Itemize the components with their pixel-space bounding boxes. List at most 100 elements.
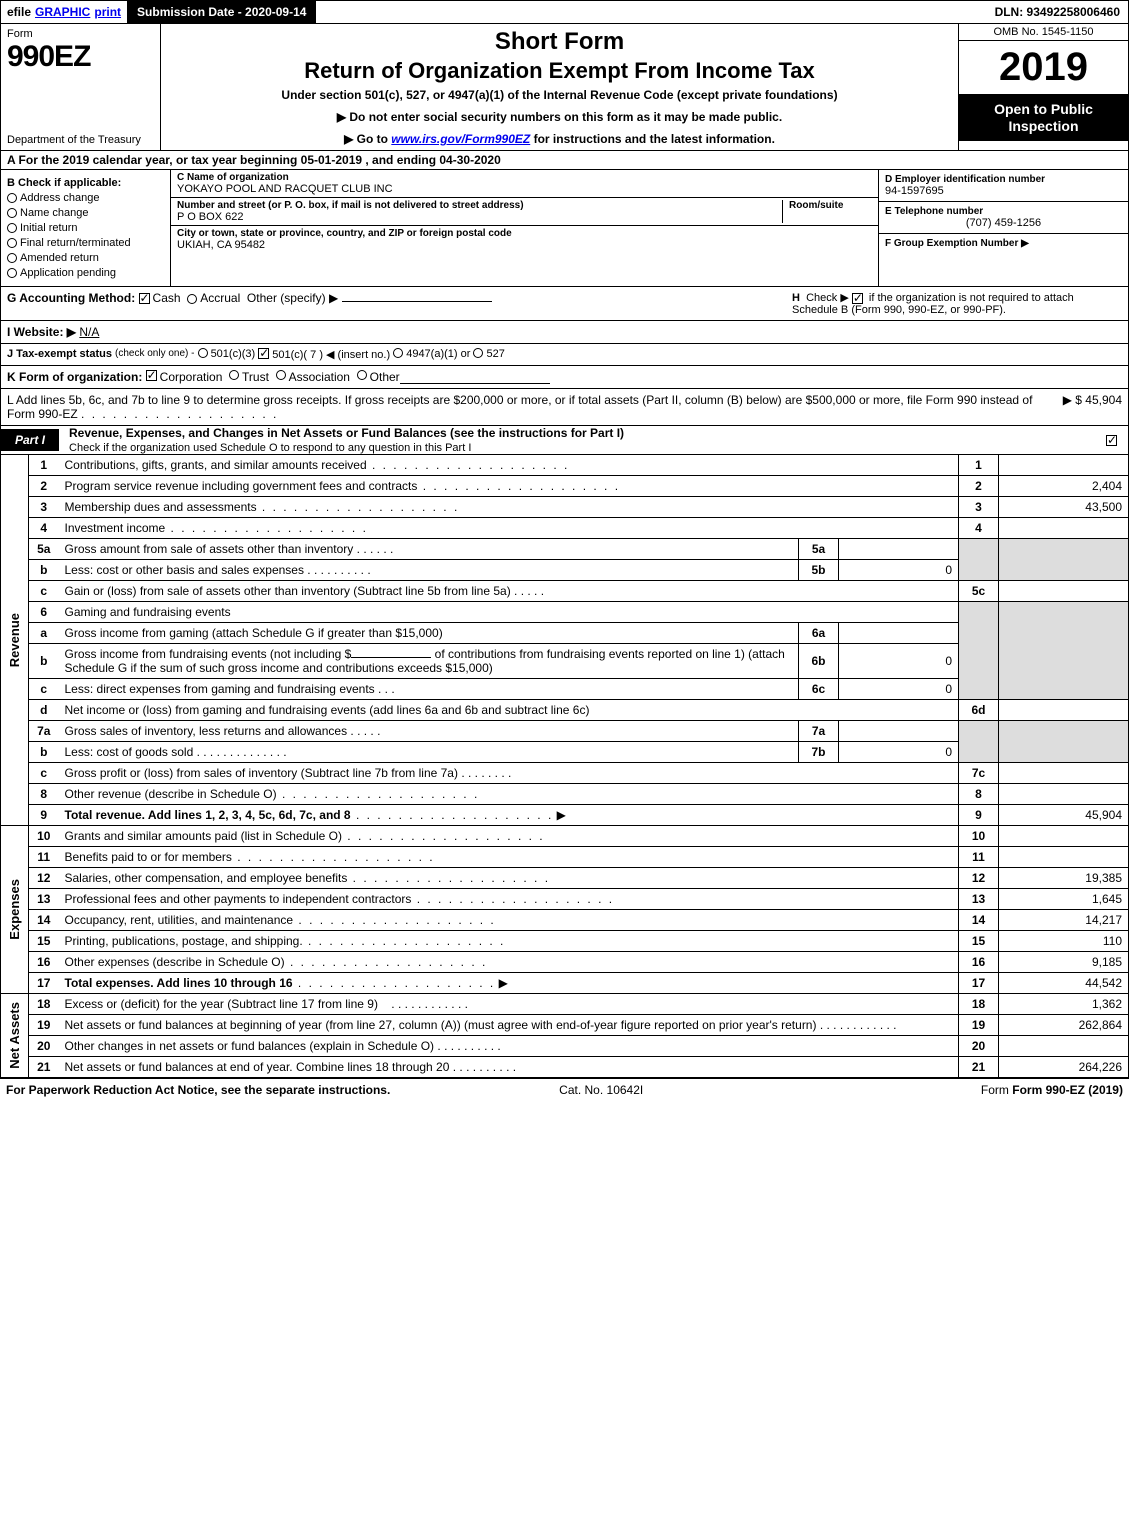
line-7a-subval — [839, 721, 959, 742]
dln: DLN: 93492258006460 — [987, 3, 1128, 21]
line-3: 3 Membership dues and assessments 3 43,5… — [1, 497, 1129, 518]
line-7a-sub: 7a — [799, 721, 839, 742]
initial-return-label: Initial return — [20, 222, 77, 234]
header-left: Form 990EZ Department of the Treasury — [1, 24, 161, 150]
graphic-link[interactable]: GRAPHIC — [35, 5, 90, 19]
footer-left: For Paperwork Reduction Act Notice, see … — [6, 1083, 390, 1097]
line-7a-desc: Gross sales of inventory, less returns a… — [65, 724, 348, 738]
line-2: 2 Program service revenue including gove… — [1, 476, 1129, 497]
line-3-desc: Membership dues and assessments — [65, 500, 257, 514]
line-20: 20 Other changes in net assets or fund b… — [1, 1036, 1129, 1057]
line-10-num: 10 — [959, 826, 999, 847]
line-5c: c Gain or (loss) from sale of assets oth… — [1, 581, 1129, 602]
c-label: C Name of organization — [177, 172, 872, 183]
open-to-public: Open to Public Inspection — [959, 95, 1128, 141]
footer-mid: Cat. No. 10642I — [559, 1083, 643, 1097]
line-10-desc: Grants and similar amounts paid (list in… — [65, 829, 342, 843]
final-return-check[interactable] — [7, 238, 17, 248]
ein-value: 94-1597695 — [885, 185, 1122, 197]
initial-return-check[interactable] — [7, 223, 17, 233]
j-527-check[interactable] — [473, 348, 483, 358]
line-15-num: 15 — [959, 931, 999, 952]
expenses-side-label: Expenses — [7, 879, 22, 940]
line-4: 4 Investment income 4 — [1, 518, 1129, 539]
line-8: 8 Other revenue (describe in Schedule O)… — [1, 784, 1129, 805]
irs-link[interactable]: www.irs.gov/Form990EZ — [391, 132, 530, 146]
j-4947: 4947(a)(1) or — [406, 348, 470, 361]
k-trust-check[interactable] — [229, 370, 239, 380]
line-8-val — [999, 784, 1129, 805]
line-6-desc: Gaming and fundraising events — [59, 602, 959, 623]
k-corp-check[interactable] — [146, 370, 157, 381]
street-value: P O BOX 622 — [177, 211, 782, 223]
amended-return-check[interactable] — [7, 253, 17, 263]
line-6d-num: 6d — [959, 700, 999, 721]
line-18-val: 1,362 — [999, 994, 1129, 1015]
line-11-val — [999, 847, 1129, 868]
city-value: UKIAH, CA 95482 — [177, 239, 872, 251]
j-501c-check[interactable] — [258, 348, 269, 359]
line-13: 13 Professional fees and other payments … — [1, 889, 1129, 910]
section-g: G Accounting Method: Cash Accrual Other … — [7, 291, 782, 316]
f-label: F Group Exemption Number ▶ — [885, 238, 1122, 249]
part1-subtitle: Check if the organization used Schedule … — [69, 442, 471, 454]
line-19-num: 19 — [959, 1015, 999, 1036]
accrual-label: Accrual — [200, 291, 240, 305]
line-10-val — [999, 826, 1129, 847]
print-link[interactable]: print — [94, 5, 121, 19]
j-4947-check[interactable] — [393, 348, 403, 358]
cash-check[interactable] — [139, 293, 150, 304]
row-l: L Add lines 5b, 6c, and 7b to line 9 to … — [0, 389, 1129, 426]
line-5b-sub: 5b — [799, 560, 839, 581]
e-label: E Telephone number — [885, 206, 1122, 217]
row-g-h: G Accounting Method: Cash Accrual Other … — [0, 287, 1129, 321]
j-501c3: 501(c)(3) — [211, 348, 256, 361]
line-16-num: 16 — [959, 952, 999, 973]
address-change-check[interactable] — [7, 193, 17, 203]
schedule-o-checkbox[interactable] — [1106, 435, 1117, 446]
entity-section: B Check if applicable: Address change Na… — [0, 170, 1129, 287]
k-other-check[interactable] — [357, 370, 367, 380]
org-name: YOKAYO POOL AND RACQUET CLUB INC — [177, 183, 872, 195]
line-8-desc: Other revenue (describe in Schedule O) — [65, 787, 277, 801]
line-7c-desc: Gross profit or (loss) from sales of inv… — [65, 766, 458, 780]
line-6d: d Net income or (loss) from gaming and f… — [1, 700, 1129, 721]
k-assoc-check[interactable] — [276, 370, 286, 380]
line-13-num: 13 — [959, 889, 999, 910]
name-change-check[interactable] — [7, 208, 17, 218]
line-16: 16 Other expenses (describe in Schedule … — [1, 952, 1129, 973]
line-1-num: 1 — [959, 455, 999, 476]
line-2-desc: Program service revenue including govern… — [65, 479, 418, 493]
header-right: OMB No. 1545-1150 2019 Open to Public In… — [958, 24, 1128, 150]
name-change-label: Name change — [20, 207, 89, 219]
line-1-no: 1 — [29, 455, 59, 476]
topbar: efile GRAPHIC print Submission Date - 20… — [0, 0, 1129, 24]
part1-schedule-o-check — [1106, 433, 1128, 447]
line-9-val: 45,904 — [999, 805, 1129, 826]
accrual-check[interactable] — [187, 294, 197, 304]
instruct2-pre: ▶ Go to — [344, 132, 391, 146]
line-5a: 5a Gross amount from sale of assets othe… — [1, 539, 1129, 560]
k-trust: Trust — [242, 370, 269, 384]
revenue-side-label: Revenue — [7, 613, 22, 667]
j-501c3-check[interactable] — [198, 348, 208, 358]
line-10: Expenses 10 Grants and similar amounts p… — [1, 826, 1129, 847]
line-5a-desc: Gross amount from sale of assets other t… — [65, 542, 354, 556]
application-pending-check[interactable] — [7, 268, 17, 278]
h-checkbox[interactable] — [852, 293, 863, 304]
h-label: H — [792, 292, 800, 304]
b-label: B Check if applicable: — [7, 177, 164, 189]
line-6a-subval — [839, 623, 959, 644]
section-a-tax-year: A For the 2019 calendar year, or tax yea… — [0, 151, 1129, 170]
k-label: K Form of organization: — [7, 370, 142, 384]
line-9: 9 Total revenue. Add lines 1, 2, 3, 4, 5… — [1, 805, 1129, 826]
line-7b-sub: 7b — [799, 742, 839, 763]
section-def: D Employer identification number 94-1597… — [878, 170, 1128, 286]
row-j: J Tax-exempt status (check only one) - 5… — [0, 344, 1129, 366]
header-center: Short Form Return of Organization Exempt… — [161, 24, 958, 150]
dept-treasury: Department of the Treasury — [7, 134, 154, 146]
section-b: B Check if applicable: Address change Na… — [1, 170, 171, 286]
line-6: 6 Gaming and fundraising events — [1, 602, 1129, 623]
submission-date: Submission Date - 2020-09-14 — [127, 1, 316, 23]
line-14-val: 14,217 — [999, 910, 1129, 931]
